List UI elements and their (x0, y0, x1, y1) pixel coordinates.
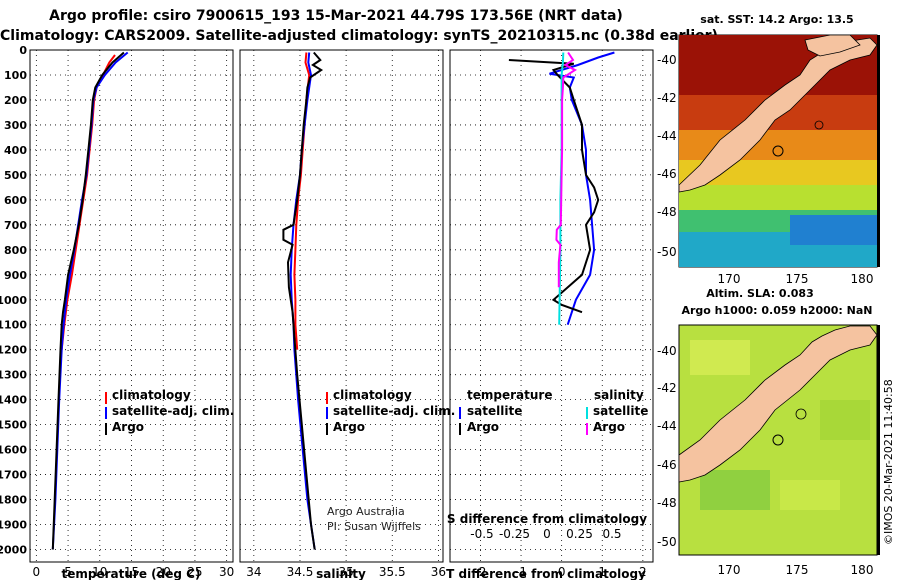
legend-sal-climatology: climatology (333, 388, 412, 402)
y-tick-label: 1500 (0, 419, 27, 432)
s-difference-tick-label: -0.5 (470, 527, 493, 541)
y-tick-label: 2000 (0, 544, 27, 557)
sst-lat-tick: -50 (657, 245, 677, 259)
sst-lat-tick: -42 (657, 91, 677, 105)
x-tick-label: 1 (598, 565, 606, 579)
y-tick-label: 1100 (0, 319, 27, 332)
sst-lon-tick: 175 (786, 272, 809, 286)
sla-map (678, 324, 878, 556)
sst-lat-tick: -40 (657, 53, 677, 67)
y-tick-label: 1600 (0, 444, 27, 457)
y-tick-label: 1800 (0, 494, 27, 507)
sla-lat-tick: -48 (657, 496, 677, 510)
y-tick-label: 1700 (0, 469, 27, 482)
legend-diff-t-satellite: satellite (467, 404, 522, 418)
sst-lat-tick: -48 (657, 205, 677, 219)
sla-lon-tick: 175 (786, 563, 809, 577)
sla-lat-tick: -46 (657, 458, 677, 472)
sst-lon-tick: 180 (851, 272, 874, 286)
y-tick-label: 100 (4, 69, 27, 82)
credit-argo-australia: Argo Australia (327, 505, 405, 518)
y-tick-label: 900 (4, 269, 27, 282)
legend-sal-argo: Argo (333, 420, 365, 434)
s-difference-tick-label: 0.5 (602, 527, 621, 541)
sst-lat-tick: -44 (657, 129, 677, 143)
y-tick-label: 0 (19, 44, 27, 57)
x-tick-label: 2 (639, 565, 647, 579)
sla-lon-tick: 170 (718, 563, 741, 577)
y-tick-label: 200 (4, 94, 27, 107)
y-tick-label: 1300 (0, 369, 27, 382)
s-difference-tick-label: -0.25 (499, 527, 530, 541)
salinity-panel (239, 49, 444, 563)
imos-timestamp: ©IMOS 20-Mar-2021 11:40:58 (882, 379, 895, 545)
legend-diff-s-satellite: satellite (593, 404, 648, 418)
x-tick-label: 35.5 (379, 565, 406, 579)
x-tick-label: 0 (558, 565, 566, 579)
y-tick-label: 1900 (0, 519, 27, 532)
legend-diff-heading-temperature: temperature (467, 388, 552, 402)
sst-map (678, 34, 878, 268)
series-satellite-adj-clim- (289, 52, 316, 550)
x-tick-label: 15 (124, 565, 139, 579)
series-t-argo (508, 59, 600, 314)
x-tick-label: 25 (187, 565, 202, 579)
sla-lat-tick: -44 (657, 419, 677, 433)
sla-map-title-2: Argo h1000: 0.059 h2000: NaN (681, 304, 872, 317)
legend-sal-satellite: satellite-adj. clim. (333, 404, 455, 418)
y-tick-label: 800 (4, 244, 27, 257)
y-tick-label: 300 (4, 119, 27, 132)
x-tick-label: 10 (92, 565, 107, 579)
x-tick-label: 34 (246, 565, 261, 579)
legend-diff-t-argo: Argo (467, 420, 499, 434)
y-tick-label: 600 (4, 194, 27, 207)
x-tick-label: 34.5 (287, 565, 314, 579)
legend-temp-satellite: satellite-adj. clim. (112, 404, 234, 418)
salinity-axis-label: salinity (316, 567, 366, 580)
x-tick-label: -1 (515, 565, 527, 579)
difference-panel (449, 49, 654, 563)
sst-map-title: sat. SST: 14.2 Argo: 13.5 (700, 13, 853, 26)
sst-lat-tick: -46 (657, 167, 677, 181)
y-tick-label: 1000 (0, 294, 27, 307)
s-difference-tick-label: 0.25 (566, 527, 593, 541)
x-tick-label: 35 (338, 565, 353, 579)
sst-lon-tick: 170 (718, 272, 741, 286)
title-line-2: Climatology: CARS2009. Satellite-adjuste… (0, 28, 718, 44)
x-tick-label: 20 (156, 565, 171, 579)
series-t-satellite (549, 51, 615, 326)
credit-pi: PI: Susan Wijffels (327, 520, 421, 533)
x-tick-label: 30 (219, 565, 234, 579)
series-argo (282, 51, 324, 550)
s-difference-tick-label: 0 (543, 527, 551, 541)
sla-lat-tick: -50 (657, 535, 677, 549)
sla-map-title-1: Altim. SLA: 0.083 (706, 287, 813, 300)
x-tick-label: -2 (474, 565, 486, 579)
x-tick-label: 5 (64, 565, 72, 579)
sla-lat-tick: -40 (657, 344, 677, 358)
t-difference-axis-label: T difference from climatology (446, 567, 646, 580)
temperature-axis-label: temperature (deg C) (62, 567, 201, 580)
legend-diff-s-argo: Argo (593, 420, 625, 434)
series-s-argo (555, 51, 577, 288)
series-argo (51, 51, 125, 550)
legend-temp-climatology: climatology (112, 388, 191, 402)
s-difference-axis-label: S difference from climatology (447, 512, 647, 526)
legend-temp-argo: Argo (112, 420, 144, 434)
x-tick-label: 0 (33, 565, 41, 579)
legend-diff-heading-salinity: salinity (594, 388, 644, 402)
x-tick-label: 36 (431, 565, 446, 579)
y-tick-label: 400 (4, 144, 27, 157)
title-line-1: Argo profile: csiro 7900615_193 15-Mar-2… (49, 8, 623, 24)
y-tick-label: 1200 (0, 344, 27, 357)
y-tick-label: 700 (4, 219, 27, 232)
sla-lon-tick: 180 (851, 563, 874, 577)
sla-lat-tick: -42 (657, 381, 677, 395)
y-tick-label: 500 (4, 169, 27, 182)
y-tick-label: 1400 (0, 394, 27, 407)
